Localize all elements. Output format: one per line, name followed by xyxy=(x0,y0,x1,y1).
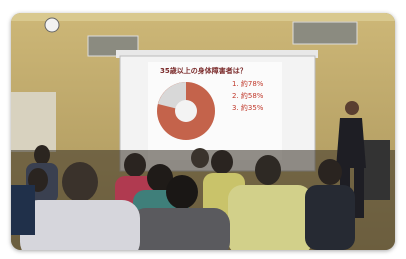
vent xyxy=(293,22,357,44)
slide-option: 2. 約58% xyxy=(232,91,264,100)
slide-title: 35歳以上の身体障害者は？ xyxy=(160,66,247,75)
photo: 35歳以上の身体障害者は？ 1. 約78% 2. 約58% 3. 約35% xyxy=(11,13,395,259)
ceiling xyxy=(11,13,395,21)
equipment xyxy=(360,140,390,200)
slide-option: 3. 約35% xyxy=(232,103,264,112)
photo-frame: 35歳以上の身体障害者は？ 1. 約78% 2. 約58% 3. 約35% xyxy=(0,0,406,259)
pie-hole xyxy=(175,100,197,122)
page: {"slide": {"title": "35歳以上の身体障害者は？", "op… xyxy=(0,0,406,259)
clock xyxy=(45,18,59,32)
slide-option: 1. 約78% xyxy=(232,79,264,88)
window xyxy=(11,92,56,152)
